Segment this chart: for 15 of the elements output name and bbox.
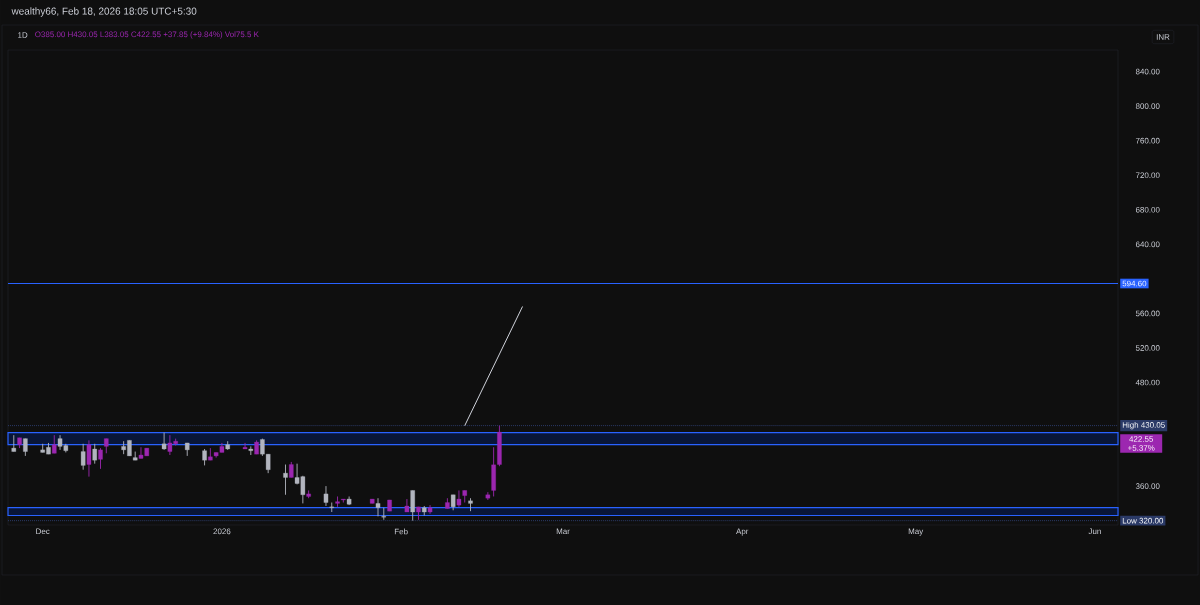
candlestick: [456, 489, 462, 508]
candlestick: [375, 497, 381, 517]
candlestick: [92, 443, 97, 465]
candlestick: [381, 507, 387, 521]
candlestick: [404, 498, 410, 513]
candlestick: [242, 442, 248, 450]
candlestick: [52, 434, 57, 454]
text: wealthy66, Feb 18, 2026 18:05 UTC+5:30: [11, 7, 197, 17]
candlestick: [410, 489, 415, 522]
candlestick: [323, 485, 329, 507]
candlestick: [80, 443, 86, 471]
candlestick: [283, 464, 288, 496]
candlestick: [98, 447, 103, 470]
candlestick: [86, 439, 92, 478]
candlestick: [161, 432, 167, 451]
